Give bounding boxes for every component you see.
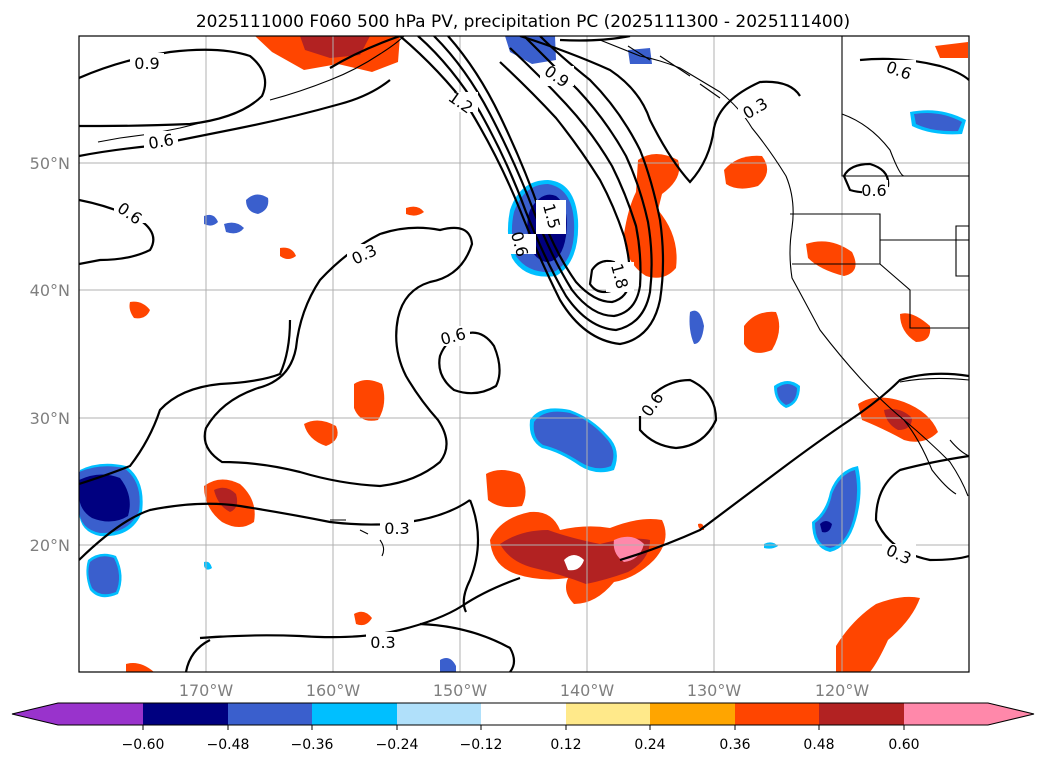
- colorbar-swatch: [650, 703, 735, 725]
- map-background: [79, 36, 969, 672]
- contour-label: 0.3: [384, 519, 409, 538]
- lat-tick-label: 40°N: [30, 281, 70, 300]
- contour-label: 0.3: [370, 633, 395, 652]
- map-panel: 0.9 0.6 0.6 0.3 1.2 0.9 0.3 0.6 1.5 0.6 …: [78, 35, 970, 673]
- colorbar-swatch: [143, 703, 228, 725]
- gridlines: [79, 36, 969, 672]
- colorbar-swatch: [735, 703, 819, 725]
- colorbar-tick-label: 0.36: [719, 737, 750, 753]
- colorbar-tick-label: 0.60: [888, 737, 919, 753]
- colorbar-swatch: [481, 703, 566, 725]
- colorbar: −0.60 −0.48 −0.36 −0.24 −0.12 0.12 0.24 …: [11, 702, 1035, 753]
- lon-tick-label: 130°W: [687, 681, 742, 700]
- colorbar-outline: [11, 702, 1035, 726]
- map-title: 2025111000 F060 500 hPa PV, precipitatio…: [196, 12, 850, 32]
- colorbar-swatch: [566, 703, 650, 725]
- lon-tick-label: 170°W: [179, 681, 234, 700]
- lon-tick-label: 140°W: [560, 681, 615, 700]
- colorbar-tick-label: −0.36: [291, 737, 334, 753]
- colorbar-tick-label: −0.48: [207, 737, 250, 753]
- colorbar-extend-low: [12, 703, 143, 725]
- colorbar-tick-label: 0.24: [634, 737, 665, 753]
- lon-axis: 170°W 160°W 150°W 140°W 130°W 120°W: [179, 681, 870, 700]
- colorbar-swatch: [312, 703, 397, 725]
- lat-tick-label: 30°N: [30, 409, 70, 428]
- contour-label: 0.9: [134, 54, 159, 73]
- colorbar-tick-label: 0.48: [803, 737, 834, 753]
- colorbar-tick-label: −0.24: [376, 737, 419, 753]
- lat-tick-label: 20°N: [30, 536, 70, 555]
- lon-tick-label: 120°W: [815, 681, 870, 700]
- colorbar-tick-label: 0.12: [550, 737, 581, 753]
- colorbar-extend-high: [904, 703, 1034, 725]
- lat-tick-label: 50°N: [30, 154, 70, 173]
- coastlines: [97, 36, 969, 557]
- colorbar-swatch: [228, 703, 312, 725]
- lon-tick-label: 150°W: [433, 681, 488, 700]
- map-frame: [78, 35, 970, 673]
- contour-label: 0.6: [147, 130, 175, 153]
- pv-contours: [79, 36, 969, 672]
- colorbar-tick-label: −0.60: [122, 737, 165, 753]
- lon-tick-label: 160°W: [306, 681, 361, 700]
- colorbar-swatch: [397, 703, 481, 725]
- colorbar-swatch: [819, 703, 904, 725]
- contour-label: 0.6: [861, 181, 886, 200]
- lat-axis: 50°N 40°N 30°N 20°N: [30, 154, 70, 555]
- colorbar-tick-label: −0.12: [460, 737, 503, 753]
